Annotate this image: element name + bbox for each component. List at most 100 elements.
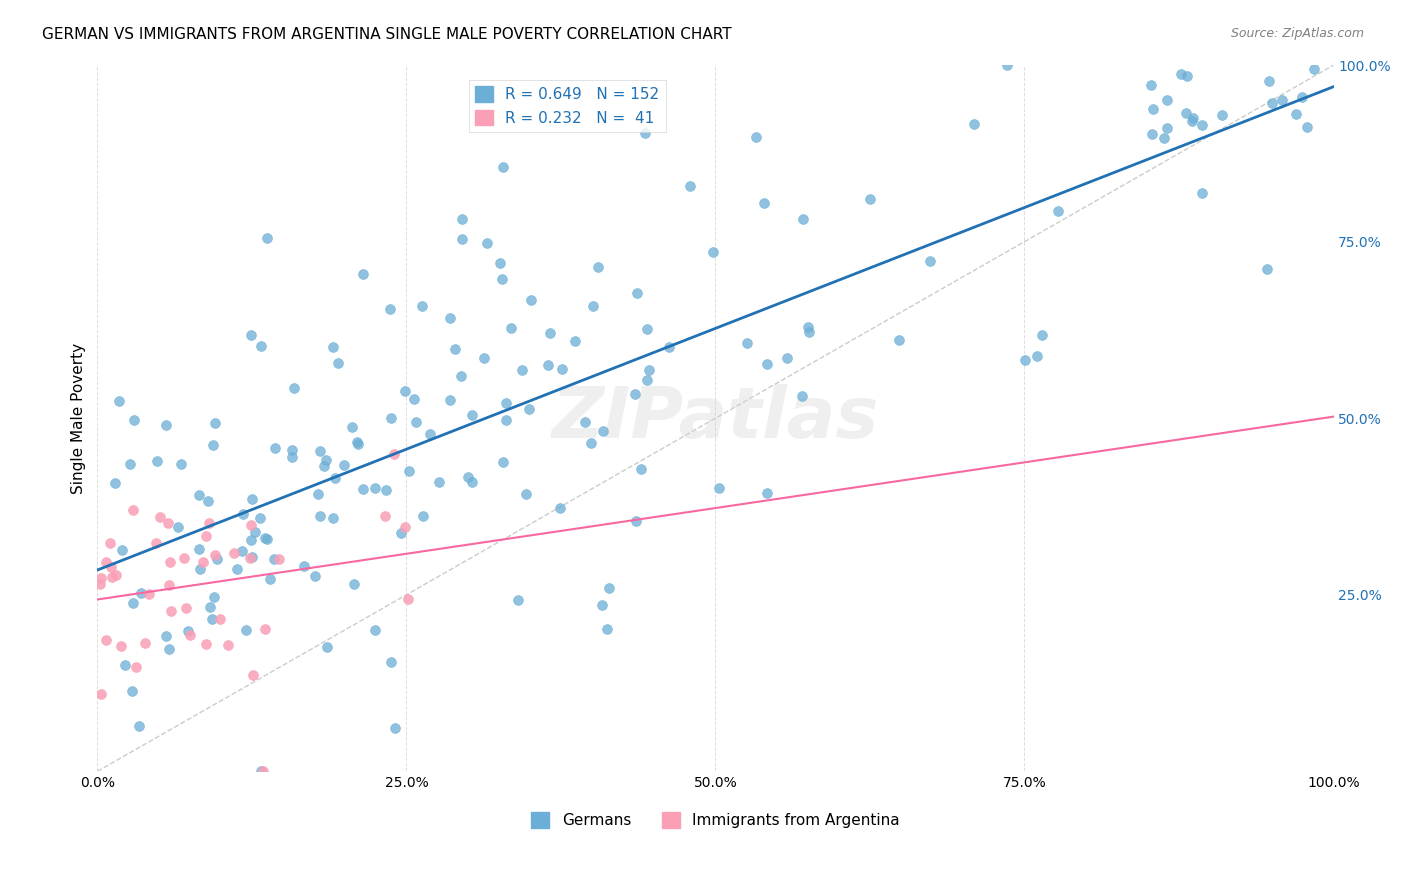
Point — [1291, 90, 1313, 104]
Point — [510, 363, 533, 377]
Point — [776, 351, 799, 365]
Point — [745, 129, 768, 144]
Point — [201, 612, 224, 626]
Point — [204, 416, 226, 430]
Point — [198, 600, 221, 615]
Point — [1303, 62, 1326, 77]
Point — [1156, 120, 1178, 135]
Point — [579, 435, 602, 450]
Point — [155, 417, 177, 432]
Point — [110, 543, 132, 558]
Point — [374, 508, 396, 523]
Point — [636, 322, 658, 336]
Point — [110, 639, 132, 653]
Point — [491, 271, 513, 285]
Point — [1211, 108, 1233, 122]
Point — [242, 668, 264, 682]
Point — [707, 482, 730, 496]
Point — [222, 546, 245, 560]
Point — [623, 387, 645, 401]
Point — [240, 327, 263, 342]
Point — [333, 458, 356, 472]
Point — [1295, 120, 1317, 135]
Point — [1156, 94, 1178, 108]
Point — [1153, 131, 1175, 145]
Point — [679, 179, 702, 194]
Point — [517, 402, 540, 417]
Point — [281, 450, 304, 465]
Point — [797, 325, 820, 339]
Point — [323, 471, 346, 485]
Point — [309, 444, 332, 458]
Point — [240, 549, 263, 564]
Point — [638, 363, 661, 377]
Point — [94, 555, 117, 569]
Point — [281, 443, 304, 458]
Point — [792, 212, 814, 227]
Point — [404, 392, 426, 406]
Point — [205, 552, 228, 566]
Point — [405, 416, 427, 430]
Point — [564, 334, 586, 348]
Point — [134, 636, 156, 650]
Point — [457, 470, 479, 484]
Point — [382, 446, 405, 460]
Point — [253, 532, 276, 546]
Point — [249, 339, 271, 353]
Point — [1261, 96, 1284, 111]
Point — [419, 427, 441, 442]
Point — [307, 487, 329, 501]
Point — [240, 533, 263, 547]
Point — [592, 425, 614, 439]
Point — [596, 623, 619, 637]
Point — [492, 455, 515, 469]
Point — [170, 457, 193, 471]
Point — [259, 572, 281, 586]
Point — [100, 560, 122, 574]
Point — [352, 267, 374, 281]
Point — [519, 293, 541, 307]
Point — [167, 519, 190, 533]
Point — [122, 503, 145, 517]
Text: ZIPatlas: ZIPatlas — [551, 384, 879, 453]
Point — [1181, 114, 1204, 128]
Legend: Germans, Immigrants from Argentina: Germans, Immigrants from Argentina — [524, 806, 905, 834]
Point — [1014, 352, 1036, 367]
Point — [263, 551, 285, 566]
Point — [231, 544, 253, 558]
Point — [188, 541, 211, 556]
Point — [1175, 106, 1198, 120]
Point — [191, 555, 214, 569]
Point — [269, 552, 291, 566]
Point — [90, 571, 112, 585]
Point — [120, 457, 142, 471]
Point — [179, 628, 201, 642]
Point — [394, 519, 416, 533]
Point — [121, 684, 143, 698]
Point — [240, 492, 263, 507]
Point — [551, 361, 574, 376]
Point — [450, 369, 472, 384]
Y-axis label: Single Male Poverty: Single Male Poverty — [72, 343, 86, 494]
Point — [194, 529, 217, 543]
Point — [114, 658, 136, 673]
Point — [792, 389, 814, 403]
Point — [540, 326, 562, 341]
Point — [1285, 107, 1308, 121]
Point — [702, 244, 724, 259]
Point — [204, 549, 226, 563]
Point — [472, 351, 495, 365]
Point — [475, 235, 498, 250]
Point — [232, 507, 254, 521]
Point — [256, 532, 278, 546]
Point — [374, 483, 396, 498]
Point — [1046, 203, 1069, 218]
Point — [427, 475, 450, 489]
Point — [312, 459, 335, 474]
Point — [194, 637, 217, 651]
Point — [208, 612, 231, 626]
Point — [315, 640, 337, 654]
Point — [104, 476, 127, 491]
Point — [634, 126, 657, 140]
Point — [340, 420, 363, 434]
